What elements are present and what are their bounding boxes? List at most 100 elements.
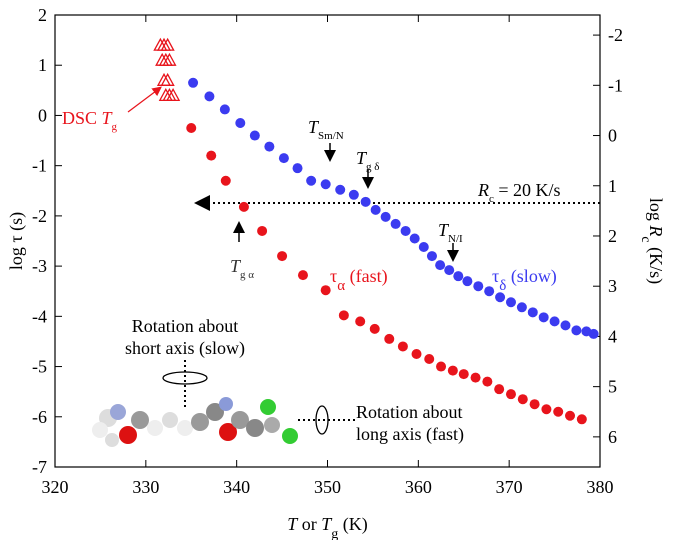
- point: [235, 117, 246, 128]
- triangle-point: [165, 87, 181, 102]
- annotation-line: short axis (slow): [125, 338, 245, 359]
- text-part: g α: [240, 269, 254, 281]
- point: [400, 225, 411, 236]
- point: [458, 369, 469, 380]
- point: [482, 376, 493, 387]
- point: [384, 333, 395, 344]
- point: [588, 328, 599, 339]
- x-tick-label: 370: [496, 477, 523, 497]
- point: [409, 233, 420, 244]
- triangle-point: [162, 52, 177, 66]
- x-tick-label: 350: [314, 477, 341, 497]
- point: [360, 196, 371, 207]
- point: [257, 225, 268, 236]
- text-part: c: [639, 236, 654, 242]
- text-part: (K/s): [645, 243, 666, 285]
- y-tick-label: -7: [32, 457, 47, 477]
- y2-tick-label: 5: [608, 377, 617, 397]
- point: [505, 297, 516, 308]
- y-tick-label: 0: [38, 105, 47, 125]
- y-tick-label: -2: [32, 206, 47, 226]
- y2-tick-label: 6: [608, 427, 617, 447]
- text-part: log τ (s): [6, 212, 27, 270]
- point: [277, 251, 288, 262]
- point: [444, 265, 455, 276]
- point: [338, 310, 349, 321]
- text-part: τ: [492, 266, 499, 286]
- point: [297, 270, 308, 281]
- rich-text: Tg α: [230, 256, 254, 281]
- text-part: DSC: [62, 108, 102, 128]
- x-tick-label: 360: [405, 477, 432, 497]
- text-part: (K): [338, 514, 368, 535]
- y2-tick-label: 4: [608, 326, 617, 346]
- triangle-point: [160, 37, 175, 51]
- point: [470, 372, 481, 383]
- text-part: = 20 K/s: [494, 180, 561, 200]
- point: [505, 389, 516, 400]
- point: [249, 130, 260, 141]
- y2-tick-label: 1: [608, 176, 617, 196]
- text-part: g δ: [366, 161, 379, 173]
- point: [473, 281, 484, 292]
- point: [495, 292, 506, 303]
- rotation-icons: [162, 360, 358, 435]
- text-part: T: [308, 117, 320, 137]
- y2-tick-label: 2: [608, 226, 617, 246]
- point: [397, 341, 408, 352]
- x-tick-label: 320: [42, 477, 69, 497]
- point: [264, 141, 275, 152]
- x-tick-label: 340: [223, 477, 250, 497]
- point: [517, 394, 528, 405]
- point: [529, 399, 540, 410]
- text-part: Sm/N: [318, 130, 344, 142]
- y2-tick-label: 3: [608, 276, 617, 296]
- text-part: or: [297, 514, 321, 534]
- point: [576, 414, 587, 425]
- annotation-line: Rotation about: [356, 402, 463, 422]
- point: [369, 323, 380, 334]
- point: [418, 242, 429, 253]
- point: [516, 302, 527, 313]
- text-part: T: [438, 220, 450, 240]
- rich-text: τδ (slow): [492, 266, 557, 294]
- point: [553, 406, 564, 417]
- point: [484, 286, 495, 297]
- text-part: g: [112, 121, 118, 133]
- point: [527, 307, 538, 318]
- text-part: log: [646, 198, 666, 226]
- rich-text: τα (fast): [330, 266, 388, 294]
- rich-text: TN/I: [438, 220, 463, 245]
- point: [571, 325, 582, 336]
- text-part: T: [230, 256, 242, 276]
- y-tick-label: -6: [32, 407, 47, 427]
- point: [424, 354, 435, 365]
- point: [565, 410, 576, 421]
- text-part: (slow): [506, 266, 557, 287]
- text-part: T: [287, 514, 299, 534]
- y2-tick-label: -2: [608, 25, 623, 45]
- point: [320, 285, 331, 296]
- y2-tick-label: 0: [608, 126, 617, 146]
- y-tick-label: 2: [38, 5, 47, 25]
- point: [538, 312, 549, 323]
- text-part: N/I: [448, 233, 463, 245]
- rich-text: log τ (s): [6, 212, 27, 270]
- text-part: T: [102, 108, 114, 128]
- point: [306, 175, 317, 186]
- point: [390, 218, 401, 229]
- text-part: R: [477, 180, 489, 200]
- y-tick-label: -1: [32, 156, 47, 176]
- triangle-point: [160, 72, 175, 86]
- rich-text: T or Tg (K): [287, 514, 368, 540]
- point: [436, 361, 447, 372]
- y-tick-label: -5: [32, 357, 47, 377]
- point: [335, 184, 346, 195]
- point: [380, 211, 391, 222]
- text-part: R: [646, 224, 666, 236]
- point: [462, 276, 473, 287]
- x-tick-label: 380: [587, 477, 614, 497]
- point: [541, 404, 552, 415]
